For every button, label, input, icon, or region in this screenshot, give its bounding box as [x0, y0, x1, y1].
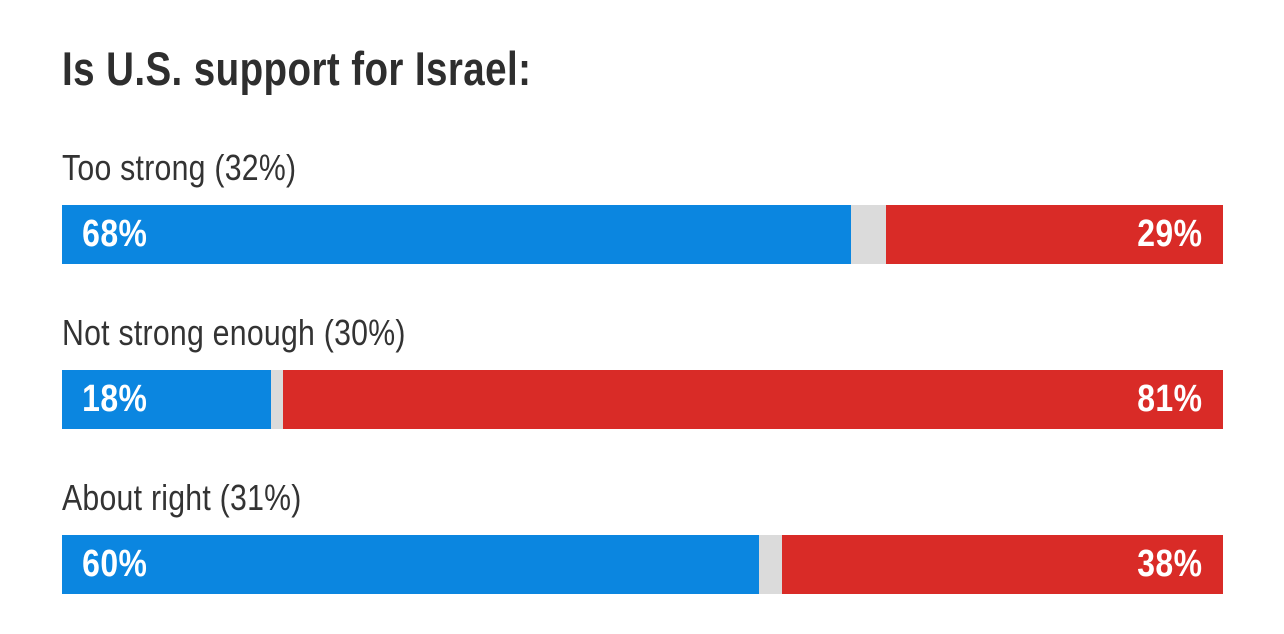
gap-segment: [758, 535, 782, 595]
category-label: About right (31%): [62, 477, 302, 519]
blue-value-label: 60%: [82, 543, 148, 586]
red-bar-segment: 38%: [781, 535, 1223, 595]
blue-bar-segment: 18%: [62, 370, 271, 430]
stacked-bar-chart: Is U.S. support for Israel: Too strong (…: [62, 42, 1223, 595]
chart-row-about-right: About right (31%) 60% 38%: [62, 476, 1223, 595]
red-value-label: 38%: [1137, 543, 1203, 586]
blue-bar-segment: 68%: [62, 205, 852, 265]
red-bar-segment: 81%: [282, 370, 1223, 430]
bar: 60% 38%: [62, 535, 1223, 595]
chart-rows: Too strong (32%) 68% 29% Not strong enou…: [62, 146, 1223, 595]
blue-bar-segment: 60%: [62, 535, 759, 595]
chart-title: Is U.S. support for Israel:: [62, 42, 532, 95]
gap-segment: [851, 205, 887, 265]
chart-row-too-strong: Too strong (32%) 68% 29%: [62, 146, 1223, 265]
red-bar-segment: 29%: [886, 205, 1223, 265]
blue-value-label: 18%: [82, 378, 148, 421]
blue-value-label: 68%: [82, 213, 148, 256]
red-value-label: 29%: [1137, 213, 1203, 256]
red-value-label: 81%: [1137, 378, 1203, 421]
chart-row-not-strong-enough: Not strong enough (30%) 18% 81%: [62, 311, 1223, 430]
bar: 68% 29%: [62, 205, 1223, 265]
category-label: Not strong enough (30%): [62, 312, 406, 354]
category-label: Too strong (32%): [62, 147, 297, 189]
gap-segment: [270, 370, 283, 430]
bar: 18% 81%: [62, 370, 1223, 430]
